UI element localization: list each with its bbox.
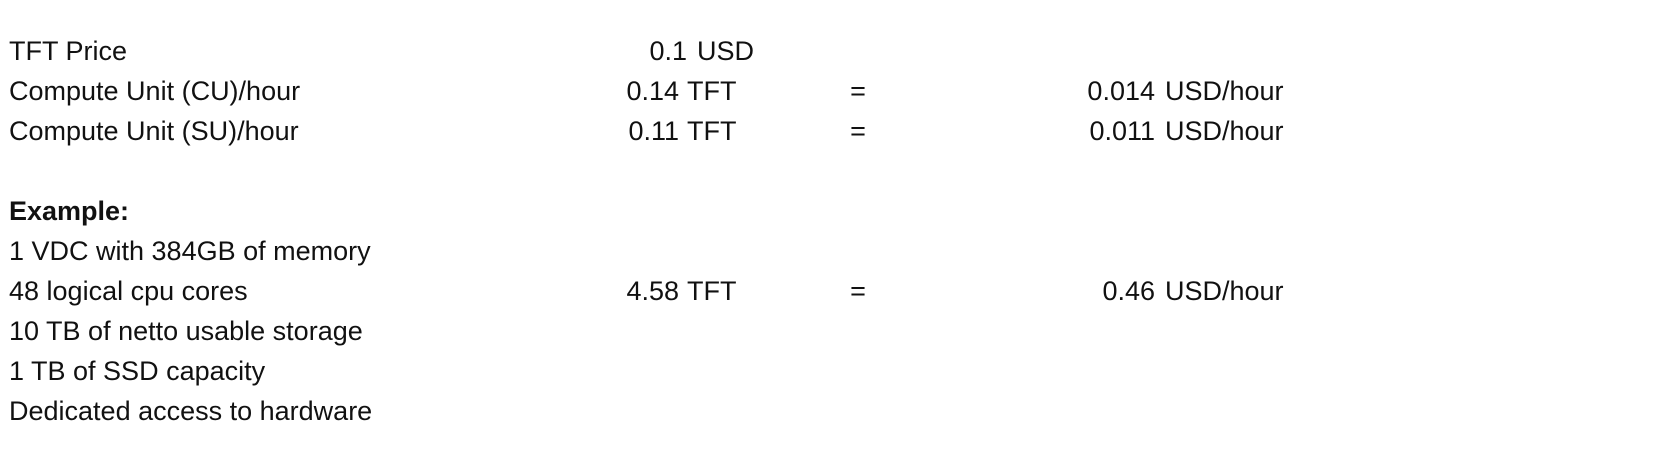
cu-hour-usd-unit: USD/hour xyxy=(1165,76,1284,106)
example-line-cpu: 48 logical cpu cores xyxy=(9,276,248,306)
example-line: 1 TB of SSD capacity xyxy=(0,350,1656,392)
example-tft-unit: TFT xyxy=(687,276,737,306)
example-line: Dedicated access to hardware xyxy=(0,390,1656,432)
tft-price-value: 0.1 xyxy=(649,36,687,66)
example-line: 1 VDC with 384GB of memory xyxy=(0,230,1656,272)
tft-price-row: TFT Price 0.1 USD xyxy=(0,30,1656,72)
cu-hour-equals: = xyxy=(850,76,866,106)
su-hour-label: Compute Unit (SU)/hour xyxy=(9,116,299,146)
su-hour-usd-unit: USD/hour xyxy=(1165,116,1284,146)
example-equals: = xyxy=(850,276,866,306)
su-hour-equals: = xyxy=(850,116,866,146)
cu-hour-label: Compute Unit (CU)/hour xyxy=(9,76,301,106)
example-tft-value: 4.58 xyxy=(626,276,679,306)
example-usd-value: 0.46 xyxy=(1102,276,1155,306)
cu-hour-row: Compute Unit (CU)/hour 0.14 TFT = 0.014 … xyxy=(0,70,1656,112)
example-usd-unit: USD/hour xyxy=(1165,276,1284,306)
su-hour-tft-unit: TFT xyxy=(687,116,737,146)
example-line-hardware: Dedicated access to hardware xyxy=(9,396,373,426)
su-hour-tft-value: 0.11 xyxy=(628,116,679,146)
cu-hour-usd-value: 0.014 xyxy=(1087,76,1155,106)
example-line-memory: 1 VDC with 384GB of memory xyxy=(9,236,371,266)
cu-hour-tft-value: 0.14 xyxy=(626,76,679,106)
example-line: 48 logical cpu cores 4.58 TFT = 0.46 USD… xyxy=(0,270,1656,312)
example-line-storage: 10 TB of netto usable storage xyxy=(9,316,363,346)
example-line-ssd: 1 TB of SSD capacity xyxy=(9,356,266,386)
su-hour-row: Compute Unit (SU)/hour 0.11 TFT = 0.011 … xyxy=(0,110,1656,152)
tft-price-unit: USD xyxy=(697,36,755,66)
example-line: 10 TB of netto usable storage xyxy=(0,310,1656,352)
tft-price-label: TFT Price xyxy=(9,36,128,66)
example-heading-row: Example: xyxy=(0,190,1656,232)
example-heading: Example: xyxy=(9,196,130,226)
su-hour-usd-value: 0.011 xyxy=(1089,116,1155,146)
cu-hour-tft-unit: TFT xyxy=(687,76,737,106)
